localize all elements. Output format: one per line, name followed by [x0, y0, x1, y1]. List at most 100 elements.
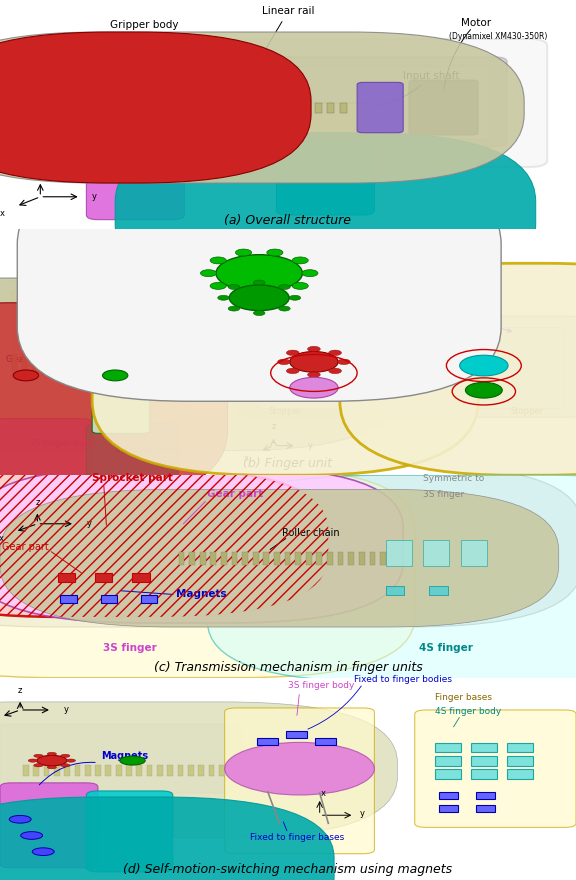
- Circle shape: [329, 368, 342, 374]
- Bar: [33, 765, 39, 776]
- Bar: [315, 103, 322, 114]
- Bar: [23, 765, 29, 776]
- Bar: [429, 585, 448, 595]
- Text: Gear part: Gear part: [337, 299, 380, 309]
- Bar: [266, 103, 272, 114]
- Text: Gear part: Gear part: [2, 542, 49, 552]
- Circle shape: [60, 764, 70, 767]
- Text: 3S finger body: 3S finger body: [29, 438, 95, 448]
- Circle shape: [253, 311, 265, 316]
- Circle shape: [228, 306, 240, 311]
- Bar: [435, 769, 461, 779]
- Circle shape: [289, 296, 301, 300]
- Bar: [253, 552, 259, 565]
- Bar: [123, 355, 129, 376]
- Circle shape: [267, 290, 283, 297]
- FancyBboxPatch shape: [58, 290, 109, 349]
- Circle shape: [236, 249, 252, 256]
- Bar: [74, 765, 80, 776]
- Bar: [507, 743, 533, 752]
- Bar: [174, 355, 180, 376]
- FancyBboxPatch shape: [0, 303, 228, 505]
- Text: Roller chain: Roller chain: [39, 36, 158, 102]
- Bar: [439, 792, 458, 799]
- Circle shape: [292, 257, 308, 264]
- Bar: [132, 574, 150, 583]
- Bar: [435, 756, 461, 766]
- FancyBboxPatch shape: [282, 103, 369, 149]
- Bar: [194, 355, 200, 376]
- Bar: [179, 552, 184, 565]
- Bar: [141, 595, 157, 603]
- FancyBboxPatch shape: [340, 263, 576, 475]
- Circle shape: [47, 766, 56, 769]
- Bar: [200, 552, 206, 565]
- Bar: [12, 355, 17, 376]
- FancyBboxPatch shape: [0, 278, 409, 451]
- Bar: [62, 355, 68, 376]
- Circle shape: [329, 350, 342, 356]
- Bar: [44, 765, 50, 776]
- Bar: [128, 103, 135, 114]
- FancyBboxPatch shape: [115, 133, 536, 293]
- Bar: [471, 743, 497, 752]
- Text: (d) Self-motion-switching mechanism using magnets: (d) Self-motion-switching mechanism usin…: [123, 863, 453, 876]
- Text: Symmetric to: Symmetric to: [423, 474, 484, 483]
- Text: Fixed to finger bodies: Fixed to finger bodies: [354, 675, 452, 684]
- Bar: [257, 737, 278, 745]
- Bar: [306, 552, 312, 565]
- Bar: [209, 765, 214, 776]
- Text: Input torque from motor: Input torque from motor: [374, 234, 511, 333]
- Text: (a) Overall structure: (a) Overall structure: [225, 214, 351, 226]
- Text: x: x: [243, 454, 248, 463]
- Text: (Dynamixel XM430-350R): (Dynamixel XM430-350R): [449, 32, 548, 41]
- Text: Magnets: Magnets: [101, 751, 148, 760]
- Text: 4S finger body: 4S finger body: [435, 707, 501, 716]
- Bar: [338, 552, 343, 565]
- Text: x: x: [0, 533, 3, 543]
- FancyBboxPatch shape: [161, 290, 213, 349]
- Text: Finger bases: Finger bases: [435, 693, 492, 702]
- Bar: [476, 792, 495, 799]
- Circle shape: [267, 249, 283, 256]
- Bar: [103, 355, 109, 376]
- Bar: [315, 737, 336, 745]
- Bar: [476, 805, 495, 812]
- Bar: [471, 769, 497, 779]
- FancyBboxPatch shape: [207, 475, 576, 682]
- Circle shape: [34, 764, 43, 767]
- Circle shape: [292, 282, 308, 290]
- FancyBboxPatch shape: [0, 467, 415, 678]
- Text: Gear part: Gear part: [207, 489, 264, 500]
- FancyBboxPatch shape: [0, 724, 242, 793]
- FancyBboxPatch shape: [0, 489, 559, 627]
- Bar: [435, 743, 461, 752]
- Bar: [219, 765, 225, 776]
- FancyBboxPatch shape: [0, 467, 403, 623]
- Circle shape: [21, 832, 43, 840]
- Circle shape: [216, 254, 302, 291]
- Bar: [95, 765, 101, 776]
- Bar: [263, 552, 269, 565]
- Bar: [274, 552, 280, 565]
- Text: Stopper: Stopper: [510, 407, 544, 415]
- Circle shape: [302, 269, 318, 276]
- Text: Fixed to finger bases: Fixed to finger bases: [249, 832, 344, 841]
- Circle shape: [253, 280, 265, 285]
- Bar: [340, 103, 347, 114]
- Circle shape: [60, 754, 70, 758]
- Text: Motor: Motor: [461, 18, 491, 28]
- FancyBboxPatch shape: [109, 290, 161, 349]
- Circle shape: [34, 754, 43, 758]
- Bar: [65, 765, 70, 776]
- FancyBboxPatch shape: [46, 57, 507, 146]
- Bar: [461, 540, 487, 567]
- Bar: [54, 765, 60, 776]
- Text: z: z: [18, 686, 22, 695]
- Bar: [188, 765, 194, 776]
- Bar: [253, 103, 260, 114]
- FancyBboxPatch shape: [276, 142, 374, 215]
- Bar: [82, 355, 88, 376]
- FancyBboxPatch shape: [86, 791, 173, 872]
- Text: Sprocket part: Sprocket part: [337, 262, 398, 272]
